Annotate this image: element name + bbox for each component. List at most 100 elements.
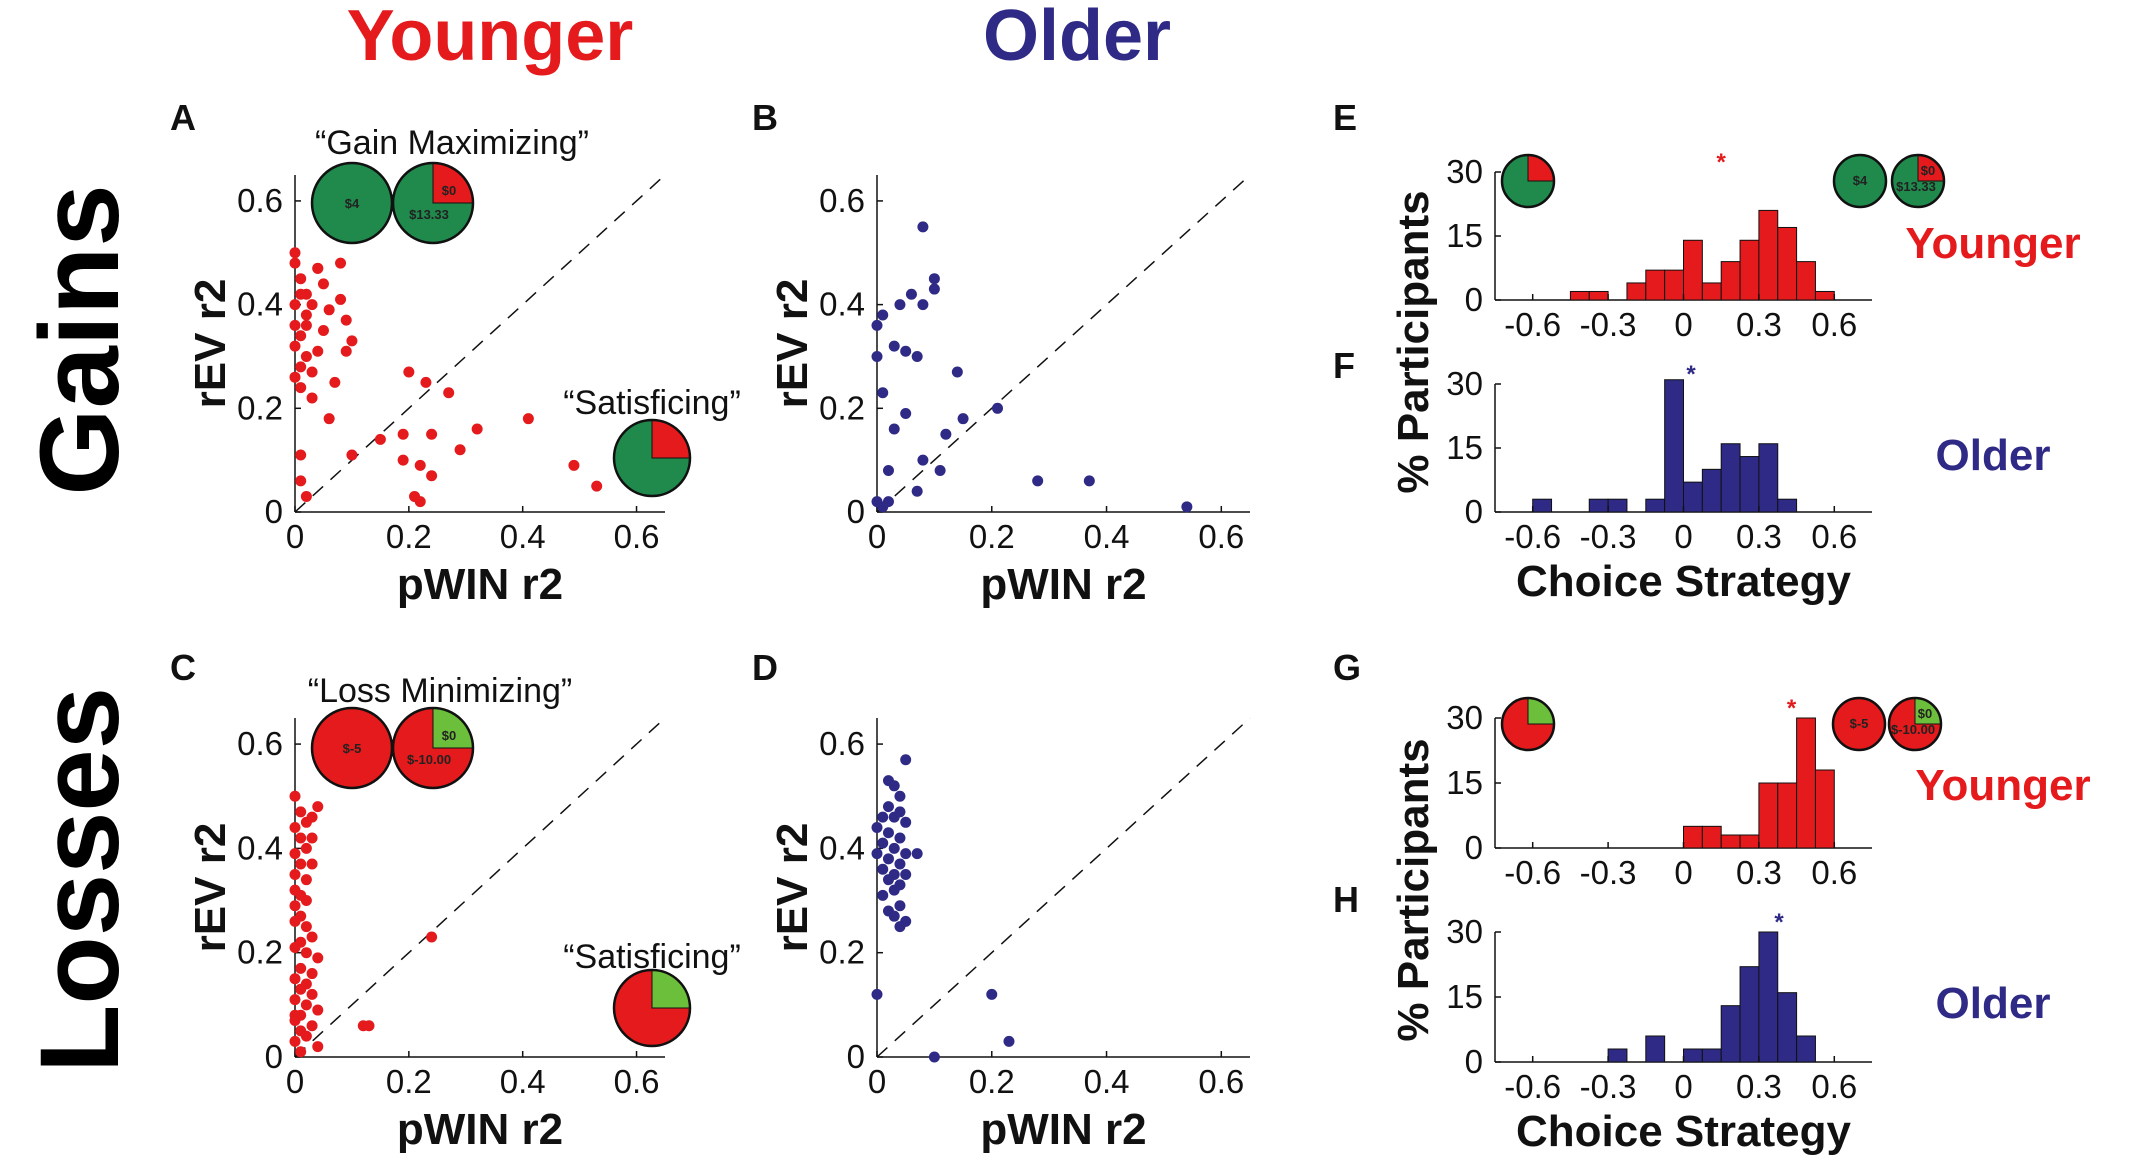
hist-bar [1720,1005,1741,1063]
data-point [911,848,923,860]
pie-label: $4 [1853,173,1868,188]
data-point [894,858,906,870]
data-point [300,842,312,854]
hist-bar [1683,825,1703,849]
panel-d: 0 0.2 0.4 0.6 0 0.2 0.4 0.6 pWIN r2 rEV r2 [768,717,1251,1154]
data-point [403,366,415,378]
panel-b: 0 0.2 0.4 0.6 0 0.2 0.4 0.6 pWIN r2 rEV r2 [768,174,1251,609]
data-point [306,832,318,844]
panel-letter-f: F [1333,345,1355,386]
hist-bar [1645,269,1666,301]
data-point [1003,1035,1015,1047]
x-tick-label: 0.4 [1084,518,1130,555]
data-point [340,314,352,326]
hist-bar [1739,834,1760,849]
x-tick-label: 0.2 [386,1063,432,1100]
data-point [877,811,889,823]
hist-bar [1758,209,1779,301]
panel-c: 0 0.2 0.4 0.6 0 0.2 0.4 0.6 pWIN r2 rEV r2 [186,717,666,1154]
x-tick-label: -0.6 [1504,1068,1561,1105]
y-axis-label: rEV r2 [768,279,817,409]
hist-bar [1645,498,1666,513]
y-axis-label: rEV r2 [186,279,235,409]
hist-bar [1758,443,1779,513]
y-tick-label: 0.6 [819,725,865,762]
data-point [306,931,318,943]
data-point [300,999,312,1011]
data-point [420,376,432,388]
data-point [1032,475,1044,487]
data-point [289,257,301,269]
y-axis-label: rEV r2 [186,823,235,953]
pie-outline [1890,153,1946,209]
annotation-gain-maximizing: “Gain Maximizing” [315,124,589,162]
data-point [289,1009,301,1021]
pie-label: $-10.00 [1891,722,1935,737]
data-point [295,1046,307,1058]
x-tick-label: 0.6 [1198,1063,1244,1100]
data-point [568,459,580,471]
pie-loss-single: $-5 [310,706,394,790]
x-tick-label: 0 [286,1063,304,1100]
hist-bar [1777,498,1798,513]
y-tick-label: 30 [1446,365,1483,402]
x-tick-label: 0.4 [500,518,546,555]
hist-bar [1532,498,1553,513]
pie-g-left [1500,696,1556,752]
data-point [317,278,329,290]
hist-bar [1796,1035,1816,1063]
data-point [900,868,912,880]
data-point [888,780,900,792]
x-tick-label: -0.6 [1504,854,1561,891]
y-tick-label: 15 [1446,978,1483,1015]
data-point [877,387,889,399]
data-point [917,299,929,311]
data-point [877,837,889,849]
data-point [871,822,883,834]
y-tick-label: 0.2 [237,934,283,971]
data-point [471,423,483,435]
hist-label-older-gains: Older [1936,431,2051,480]
x-tick-label: 0 [1674,854,1692,891]
data-point [900,345,912,357]
x-axis-label: Choice Strategy [1516,1107,1852,1156]
data-point [295,361,307,373]
data-point [522,413,534,425]
data-point [414,459,426,471]
x-tick-label: 0.6 [1811,518,1857,555]
y-tick-label: 0.4 [819,829,865,866]
panel-letter-e: E [1333,97,1357,138]
pie-outline [391,706,475,790]
data-point [295,983,307,995]
hist-bar [1588,290,1609,301]
data-point [877,863,889,875]
data-point [306,366,318,378]
data-point [454,444,466,456]
hist-label-younger-losses: Younger [1915,761,2090,810]
data-point [894,900,906,912]
data-point [300,874,312,886]
x-tick-label: 0.6 [1198,518,1244,555]
y-tick-label: 0.2 [237,389,283,426]
data-point [317,325,329,337]
data-point [295,475,307,487]
hist-bar [1796,261,1816,301]
data-point [871,319,883,331]
x-tick-label: -0.3 [1580,306,1637,343]
data-point [443,387,455,399]
data-point [295,330,307,342]
data-point [871,988,883,1000]
pie-label: $-10.00 [407,752,451,767]
pie-e-right-single: $4 [1832,153,1888,209]
y-tick-label: 15 [1446,429,1483,466]
data-point [340,345,352,357]
pie-satisficing-gains [612,418,692,498]
y-tick-label: 0 [847,1038,865,1075]
x-tick-label: 0 [286,518,304,555]
hist-bar [1814,290,1835,301]
y-tick-label: 0.4 [819,286,865,323]
data-point [900,754,912,766]
data-point [363,1020,375,1032]
data-point [986,988,998,1000]
